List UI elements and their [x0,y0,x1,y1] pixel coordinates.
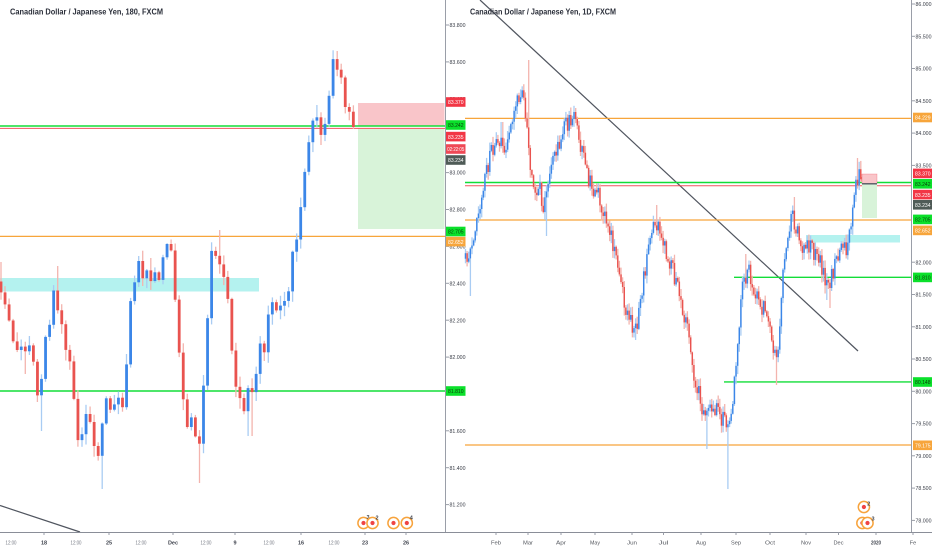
svg-text:82.200: 82.200 [450,318,466,324]
svg-text:83.600: 83.600 [450,60,466,66]
svg-text:12:00: 12:00 [329,541,340,547]
svg-text:Dec: Dec [834,541,844,547]
svg-text:Fe: Fe [910,541,916,547]
svg-text:18: 18 [41,541,47,547]
svg-text:2: 2 [376,516,379,522]
svg-text:Jun: Jun [627,541,637,547]
svg-text:85.500: 85.500 [916,34,932,40]
svg-text:83.234: 83.234 [448,158,464,164]
svg-text:3: 3 [367,515,370,521]
svg-text:81.400: 81.400 [450,466,466,472]
svg-text:Apr: Apr [556,541,566,547]
svg-text:82.705: 82.705 [448,230,464,236]
svg-text:83.500: 83.500 [916,164,932,170]
svg-text:83.370: 83.370 [915,172,931,178]
svg-text:81.810: 81.810 [915,276,931,282]
svg-text:81.500: 81.500 [916,293,932,299]
svg-text:83.235: 83.235 [448,135,464,141]
svg-text:83.370: 83.370 [448,100,464,106]
svg-text:79.175: 79.175 [915,444,931,450]
svg-text:80.000: 80.000 [916,389,932,395]
svg-text:25: 25 [106,541,112,547]
svg-text:12:00: 12:00 [136,541,147,547]
svg-text:12:00: 12:00 [6,541,17,547]
svg-text:Canadian Dollar / Japanese Yen: Canadian Dollar / Japanese Yen, 180, FXC… [10,8,163,17]
svg-text:Mar: Mar [523,541,533,547]
svg-text:Jul: Jul [659,541,669,547]
svg-text:4: 4 [410,516,414,522]
svg-text:3: 3 [872,517,875,523]
svg-text:2020: 2020 [871,541,881,547]
svg-text:79.500: 79.500 [916,422,932,428]
svg-text:12:00: 12:00 [71,541,82,547]
svg-text:82.652: 82.652 [448,240,464,246]
svg-text:78.000: 78.000 [916,519,932,525]
svg-text:83.000: 83.000 [450,171,466,177]
svg-text:86.000: 86.000 [916,2,932,8]
svg-text:78.500: 78.500 [916,486,932,492]
svg-text:81.810: 81.810 [448,389,464,395]
svg-text:82.705: 82.705 [915,218,931,224]
svg-text:83.234: 83.234 [915,203,931,209]
svg-text:02:22:05: 02:22:05 [447,147,464,153]
svg-text:Nov: Nov [801,541,811,547]
svg-text:83.242: 83.242 [448,123,464,129]
svg-text:80.500: 80.500 [916,357,932,363]
svg-text:2: 2 [867,502,870,508]
svg-text:May: May [590,541,600,547]
svg-text:82.400: 82.400 [450,281,466,287]
svg-text:79.000: 79.000 [916,454,932,460]
svg-text:84.229: 84.229 [915,116,931,122]
svg-text:12:00: 12:00 [264,541,275,547]
svg-text:Aug: Aug [696,541,706,547]
svg-text:Canadian Dollar / Japanese Yen: Canadian Dollar / Japanese Yen, 1D, FXCM [470,8,616,17]
svg-text:82.652: 82.652 [915,229,931,235]
svg-text:Sep: Sep [731,541,741,547]
svg-text:83.242: 83.242 [915,182,931,188]
svg-text:81.000: 81.000 [916,325,932,331]
svg-text:16: 16 [298,541,304,547]
svg-text:82.600: 82.600 [450,245,466,251]
svg-text:12:00: 12:00 [201,541,212,547]
svg-text:Oct: Oct [765,541,776,547]
svg-text:26: 26 [403,541,409,547]
svg-text:82.000: 82.000 [450,355,466,361]
svg-text:85.000: 85.000 [916,67,932,73]
svg-text:Feb: Feb [491,541,501,547]
svg-text:23: 23 [362,541,368,547]
svg-text:84.000: 84.000 [916,131,932,137]
svg-text:Dec: Dec [168,541,178,547]
svg-text:9: 9 [233,541,236,547]
svg-text:81.200: 81.200 [450,503,466,509]
svg-text:84.500: 84.500 [916,99,932,105]
svg-text:80.148: 80.148 [915,380,931,386]
svg-text:81.600: 81.600 [450,429,466,435]
svg-text:82.800: 82.800 [450,208,466,214]
svg-text:82.000: 82.000 [916,260,932,266]
svg-text:83.800: 83.800 [450,23,466,29]
svg-text:83.235: 83.235 [915,193,931,199]
